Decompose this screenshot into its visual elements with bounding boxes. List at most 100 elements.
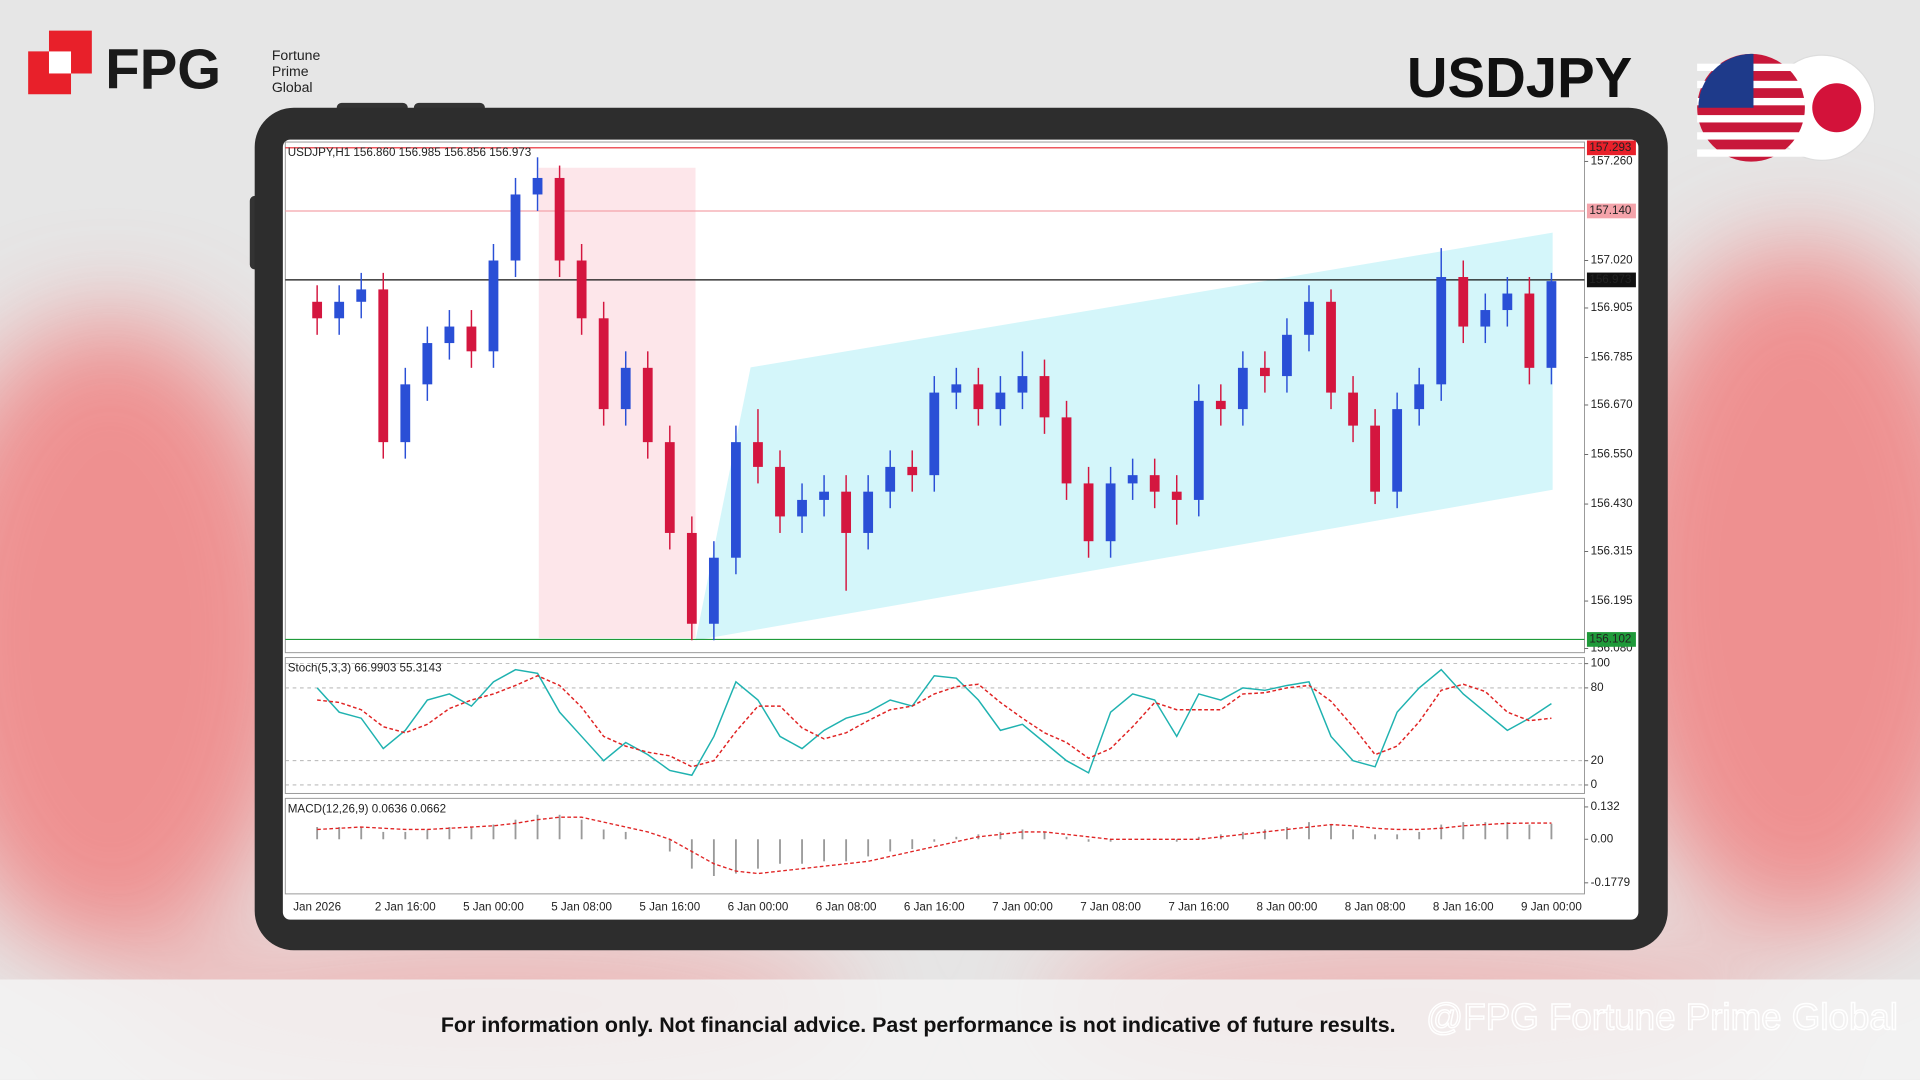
level-label: 157.293 — [1589, 141, 1631, 154]
symbol: USDJPY — [1407, 46, 1632, 109]
y-tick-label: 156.550 — [1591, 448, 1634, 461]
level-tag — [1586, 632, 1636, 647]
candle-body — [1414, 384, 1425, 410]
x-tick-label: 6 Jan 08:00 — [816, 900, 877, 913]
candle-body — [708, 557, 719, 624]
x-tick-label: 5 Jan 16:00 — [639, 900, 700, 913]
candle-body — [510, 194, 521, 261]
candle-body — [1260, 367, 1270, 377]
candle-body — [488, 260, 499, 352]
candle-body — [1304, 301, 1314, 335]
x-tick-label: 8 Jan 16:00 — [1433, 900, 1494, 913]
smoke — [0, 245, 1920, 1078]
x-tick-label: 7 Jan 00:00 — [992, 900, 1053, 913]
candle-body — [1348, 392, 1358, 426]
y-tick-label: 0.132 — [1591, 800, 1620, 813]
candle-body — [907, 466, 918, 476]
y-tick-label: 156.670 — [1591, 398, 1634, 411]
y-tick-label: 20 — [1591, 754, 1604, 767]
candle-body — [686, 532, 697, 624]
candle-body — [466, 326, 477, 352]
candle-body — [1436, 277, 1447, 385]
candle-body — [598, 318, 609, 410]
candle-body — [863, 491, 874, 533]
candle-body — [1105, 483, 1116, 542]
y-tick-label: 156.905 — [1591, 301, 1633, 314]
candle-body — [819, 491, 829, 500]
candle-body — [1061, 417, 1072, 484]
level-label: 156.973 — [1589, 273, 1631, 286]
brand-line: Prime — [272, 63, 309, 79]
x-tick-label: 6 Jan 16:00 — [904, 900, 965, 913]
level-tag — [1586, 203, 1636, 219]
flags — [1697, 53, 1876, 162]
x-tick-label: Jan 2026 — [293, 900, 341, 913]
disclaimer: For information only. Not financial advi… — [441, 1013, 1396, 1037]
x-tick-label: 2 Jan 16:00 — [375, 900, 436, 913]
y-tick-label: 100 — [1591, 657, 1611, 670]
candle-body — [929, 392, 940, 476]
candle-body — [422, 343, 433, 385]
x-tick-label: 7 Jan 16:00 — [1168, 900, 1229, 913]
level-label: 157.140 — [1589, 204, 1632, 217]
candle-body — [1017, 376, 1028, 393]
candle-body — [1215, 400, 1226, 410]
candle-body — [1193, 400, 1204, 500]
candle-body — [995, 392, 1006, 410]
trend-channel — [695, 232, 1553, 641]
candle-body — [312, 301, 323, 319]
drawings — [538, 167, 1553, 641]
candle-body — [1237, 367, 1248, 410]
level-tag — [1586, 272, 1636, 288]
candle-body — [1458, 277, 1469, 327]
candle-body — [1480, 310, 1491, 327]
candle-body — [753, 442, 763, 467]
candle-body — [356, 289, 367, 302]
y-tick-label: 0.00 — [1591, 832, 1614, 845]
candle-body — [951, 384, 962, 393]
panel-title: Stoch(5,3,3) 66.9903 55.3143 — [288, 662, 442, 675]
y-tick-label: 156.785 — [1591, 351, 1633, 364]
candle-body — [1149, 475, 1160, 492]
indicator-line — [316, 668, 1552, 777]
candle-body — [1083, 483, 1094, 542]
candle-body — [1326, 301, 1336, 393]
candle-body — [973, 384, 984, 410]
candle-body — [1171, 491, 1182, 500]
panel-title: USDJPY,H1 156.860 156.985 156.856 156.97… — [288, 146, 531, 159]
y-tick-label: -0.1779 — [1591, 876, 1630, 889]
candle-body — [797, 499, 807, 517]
logo-text: FPG — [105, 37, 221, 100]
x-tick-label: 6 Jan 00:00 — [728, 900, 789, 913]
candle-body — [731, 442, 741, 558]
panel-title: MACD(12,26,9) 0.0636 0.0662 — [288, 802, 446, 815]
brand-line: Global — [272, 79, 313, 95]
x-tick-label: 7 Jan 08:00 — [1080, 900, 1141, 913]
panels — [284, 141, 1585, 895]
brand-line: Fortune — [272, 47, 321, 63]
candle-body — [885, 466, 896, 492]
footer-band — [0, 979, 1920, 1080]
watermark: @FPG Fortune Prime Global — [1426, 997, 1898, 1038]
x-tick-label: 5 Jan 00:00 — [463, 900, 524, 913]
level-tag — [1586, 140, 1636, 156]
x-tick-label: 5 Jan 08:00 — [551, 900, 612, 913]
candle-body — [378, 289, 389, 443]
candle-body — [400, 384, 411, 443]
candle-body — [444, 326, 455, 344]
candle-body — [1370, 425, 1380, 492]
y-tick-label: 156.195 — [1591, 594, 1633, 607]
y-tick-label: 0 — [1591, 778, 1598, 791]
candle-body — [1282, 334, 1292, 377]
candle-body — [620, 367, 631, 410]
x-tick-label: 8 Jan 00:00 — [1257, 900, 1318, 913]
x-tick-label: 8 Jan 08:00 — [1345, 900, 1406, 913]
candle-body — [1546, 281, 1557, 368]
y-tick-label: 156.430 — [1591, 497, 1634, 510]
y-tick-label: 157.260 — [1591, 155, 1634, 168]
candle-body — [334, 301, 345, 319]
y-tick-label: 156.315 — [1591, 545, 1633, 558]
candle-body — [532, 177, 543, 195]
